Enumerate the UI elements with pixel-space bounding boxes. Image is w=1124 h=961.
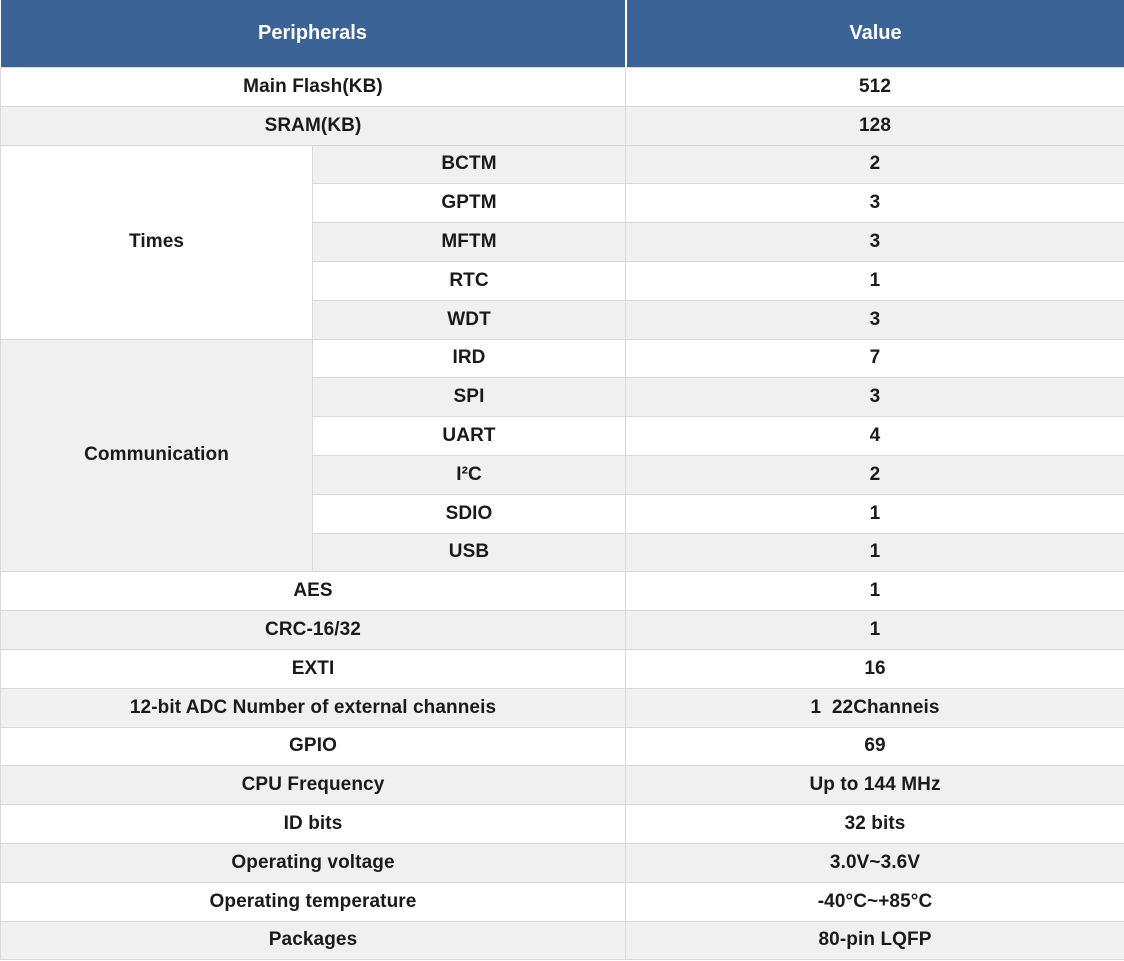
row-value: 3 bbox=[625, 299, 1124, 340]
row-label: CRC-16/32 bbox=[0, 610, 627, 650]
sub-row-label: GPTM bbox=[311, 183, 627, 224]
sub-row-label: MFTM bbox=[311, 222, 627, 262]
row-value: 2 bbox=[625, 144, 1124, 185]
sub-row-label: BCTM bbox=[311, 144, 627, 185]
table-row: SRAM(KB) 128 bbox=[0, 105, 1124, 146]
sub-row-label: USB bbox=[311, 532, 627, 573]
table-row: Operating temperature -40°C~+85°C bbox=[0, 881, 1124, 922]
row-value: 1 bbox=[625, 493, 1124, 534]
sub-row-label: SPI bbox=[311, 377, 627, 418]
table-row: Main Flash(KB) 512 bbox=[0, 67, 1124, 107]
table-row: EXTI 16 bbox=[0, 648, 1124, 689]
row-label: ID bits bbox=[0, 804, 627, 844]
table-body: Main Flash(KB) 512 SRAM(KB) 128 Times BC… bbox=[0, 67, 1124, 961]
row-value: 3 bbox=[625, 183, 1124, 224]
row-value: 7 bbox=[625, 338, 1124, 379]
row-label: Operating temperature bbox=[0, 881, 627, 922]
table-row: USB 1 bbox=[1, 532, 1124, 573]
table-row: WDT 3 bbox=[1, 299, 1124, 340]
table-row: CPU Frequency Up to 144 MHz bbox=[0, 765, 1124, 806]
row-value: 512 bbox=[625, 67, 1124, 107]
row-label: 12-bit ADC Number of external channeis bbox=[0, 687, 627, 728]
row-value: 3 bbox=[625, 377, 1124, 418]
table-row: I²C 2 bbox=[1, 454, 1124, 495]
table-row: SPI 3 bbox=[1, 377, 1124, 418]
row-value: 80-pin LQFP bbox=[625, 920, 1124, 961]
row-label: Operating voltage bbox=[0, 842, 627, 883]
row-label: Packages bbox=[0, 920, 627, 961]
row-value: 32 bits bbox=[625, 804, 1124, 844]
table-row: CRC-16/32 1 bbox=[0, 610, 1124, 650]
table-row: Packages 80-pin LQFP bbox=[0, 920, 1124, 961]
sub-row-label: SDIO bbox=[311, 493, 627, 534]
row-value: 16 bbox=[625, 648, 1124, 689]
row-value: Up to 144 MHz bbox=[625, 765, 1124, 806]
header-row: Peripherals Value bbox=[0, 0, 1124, 68]
row-label: SRAM(KB) bbox=[0, 105, 627, 146]
row-value: 1 bbox=[625, 260, 1124, 301]
row-value: 3 bbox=[625, 222, 1124, 262]
row-label: EXTI bbox=[0, 648, 627, 689]
table-header: Peripherals Value bbox=[0, 0, 1124, 68]
row-value: 128 bbox=[625, 105, 1124, 146]
sub-row-label: WDT bbox=[311, 299, 627, 340]
row-value: 1 bbox=[625, 532, 1124, 573]
table-row: ID bits 32 bits bbox=[0, 804, 1124, 844]
table-row: 12-bit ADC Number of external channeis 1… bbox=[0, 687, 1124, 728]
column-header-peripherals: Peripherals bbox=[0, 0, 627, 68]
row-label: AES bbox=[0, 571, 627, 612]
row-value: 1 bbox=[625, 610, 1124, 650]
row-value: -40°C~+85°C bbox=[625, 881, 1124, 922]
sub-row-label: I²C bbox=[311, 454, 627, 495]
row-label: GPIO bbox=[0, 726, 627, 767]
table-row: GPTM 3 bbox=[1, 183, 1124, 224]
table-row: Times BCTM 2 bbox=[0, 144, 1124, 340]
table-row: RTC 1 bbox=[1, 260, 1124, 301]
table-row: Operating voltage 3.0V~3.6V bbox=[0, 842, 1124, 883]
row-value: 69 bbox=[625, 726, 1124, 767]
table-row: AES 1 bbox=[0, 571, 1124, 612]
row-value: 3.0V~3.6V bbox=[625, 842, 1124, 883]
sub-row-label: UART bbox=[311, 416, 627, 456]
column-header-value: Value bbox=[625, 0, 1124, 68]
sub-row-label: RTC bbox=[311, 260, 627, 301]
table-row: SDIO 1 bbox=[1, 493, 1124, 534]
table-row: MFTM 3 bbox=[1, 222, 1124, 262]
group-cell-communication: Communication bbox=[0, 338, 313, 573]
table-row: GPIO 69 bbox=[0, 726, 1124, 767]
row-value: 4 bbox=[625, 416, 1124, 456]
row-value: 1 bbox=[625, 571, 1124, 612]
row-label: Main Flash(KB) bbox=[0, 67, 627, 107]
group-cell-times: Times bbox=[0, 144, 313, 340]
row-value: 1 22Channeis bbox=[625, 687, 1124, 728]
table-row: Communication IRD 7 bbox=[0, 338, 1124, 573]
row-label: CPU Frequency bbox=[0, 765, 627, 806]
row-value: 2 bbox=[625, 454, 1124, 495]
table-row: UART 4 bbox=[1, 416, 1124, 456]
sub-row-label: IRD bbox=[311, 338, 627, 379]
